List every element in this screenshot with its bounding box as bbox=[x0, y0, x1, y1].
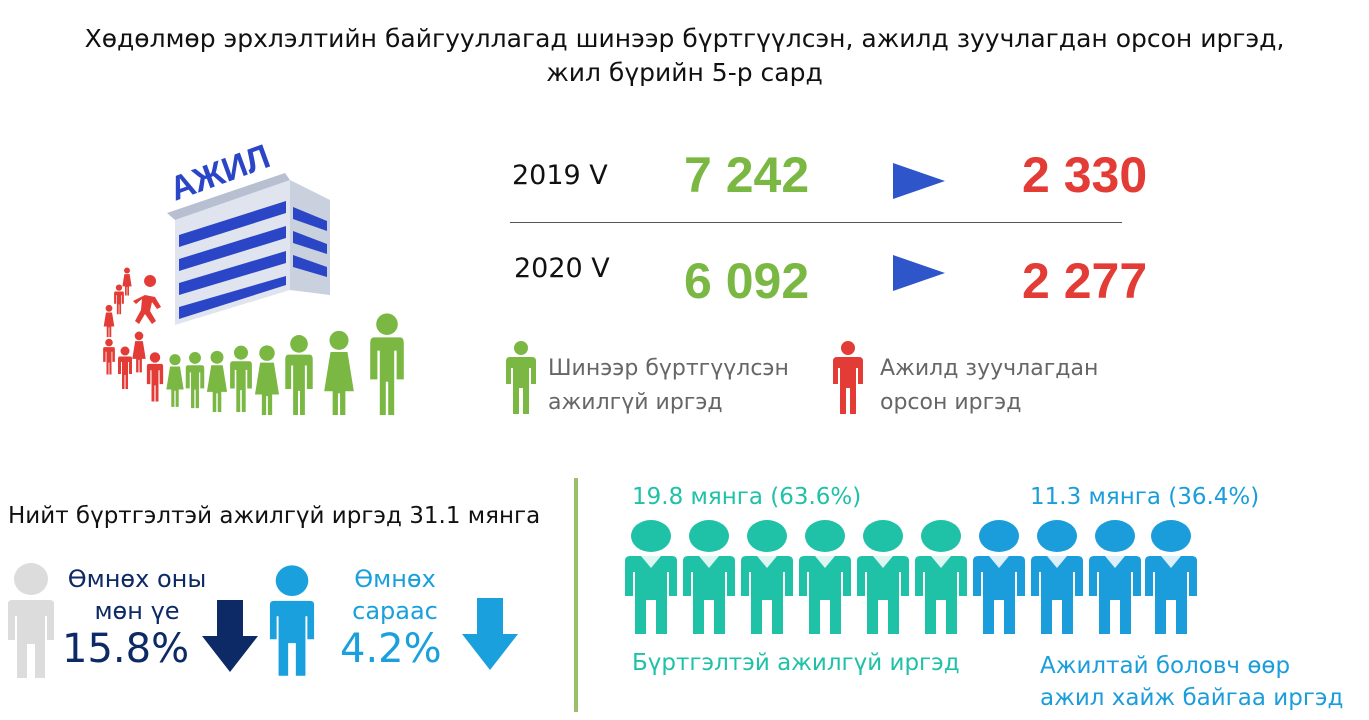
placed-2019: 2 330 bbox=[1022, 147, 1148, 203]
registered-2019: 7 242 bbox=[684, 147, 810, 203]
prev-year-percent: 15.8% bbox=[62, 626, 190, 672]
blue-group-label: 11.3 мянга (36.4%) bbox=[1030, 484, 1260, 510]
legend-placed-line1: Ажилд зуучлагдан bbox=[880, 356, 1099, 381]
prev-year-line2: мөн үе bbox=[94, 597, 180, 625]
grey-person-icon bbox=[8, 563, 54, 678]
teal-group-caption: Бүртгэлтэй ажилгүй иргэд bbox=[632, 650, 960, 676]
green-person-icon bbox=[506, 341, 536, 414]
legend-placed-line2: орсон иргэд bbox=[880, 390, 1022, 415]
total-unemployed-text: Нийт бүртгэлтэй ажилгүй иргэд 31.1 мянга bbox=[8, 503, 541, 529]
teal-people bbox=[625, 520, 967, 634]
prev-month-line2: сараас bbox=[352, 597, 438, 625]
arrow-down-icon bbox=[462, 598, 518, 670]
placed-2020: 2 277 bbox=[1022, 253, 1148, 309]
legend-placed: Ажилд зуучлагдан орсон иргэд bbox=[880, 352, 1098, 420]
legend-registered: Шинээр бүртгүүлсэн ажилгүй иргэд bbox=[548, 352, 789, 420]
prev-month-line1: Өмнөх bbox=[354, 565, 436, 593]
people-split-icons bbox=[625, 520, 1197, 634]
row-divider bbox=[510, 222, 1122, 223]
arrow-down-icon bbox=[202, 600, 258, 672]
blue-caption-line1: Ажилтай боловч өөр bbox=[1040, 653, 1291, 679]
prev-month-percent: 4.2% bbox=[340, 626, 442, 672]
title-line-2: жил бүрийн 5-р сард bbox=[546, 58, 823, 87]
section-divider bbox=[574, 478, 578, 712]
green-people-icons bbox=[166, 313, 404, 415]
page-title: Хөдөлмөр эрхлэлтийн байгууллагад шинээр … bbox=[0, 22, 1369, 90]
arrow-right-icon bbox=[893, 163, 945, 199]
legend-registered-line1: Шинээр бүртгүүлсэн bbox=[548, 356, 789, 381]
prev-year-line1: Өмнөх оны bbox=[67, 565, 207, 593]
year-label-2020: 2020 V bbox=[514, 253, 610, 284]
prev-month-label: Өмнөх сараас bbox=[340, 563, 450, 627]
teal-group-label: 19.8 мянга (63.6%) bbox=[632, 484, 862, 510]
job-building-illustration: АЖИЛ bbox=[103, 137, 404, 415]
registered-2020: 6 092 bbox=[684, 253, 810, 309]
title-line-1: Хөдөлмөр эрхлэлтийн байгууллагад шинээр … bbox=[84, 24, 1285, 53]
blue-people bbox=[973, 520, 1197, 634]
prev-year-label: Өмнөх оны мөн үе bbox=[62, 563, 212, 627]
blue-caption-line2: ажил хайж байгаа иргэд bbox=[1040, 685, 1344, 711]
red-people-icons bbox=[103, 267, 164, 402]
arrow-right-icon bbox=[893, 255, 945, 291]
legend-registered-line2: ажилгүй иргэд bbox=[548, 390, 723, 415]
year-label-2019: 2019 V bbox=[512, 160, 608, 191]
blue-person-icon bbox=[269, 565, 315, 676]
blue-group-caption: Ажилтай боловч өөр ажил хайж байгаа иргэ… bbox=[1040, 650, 1343, 714]
red-person-icon bbox=[833, 341, 863, 414]
building-icon bbox=[167, 173, 330, 325]
